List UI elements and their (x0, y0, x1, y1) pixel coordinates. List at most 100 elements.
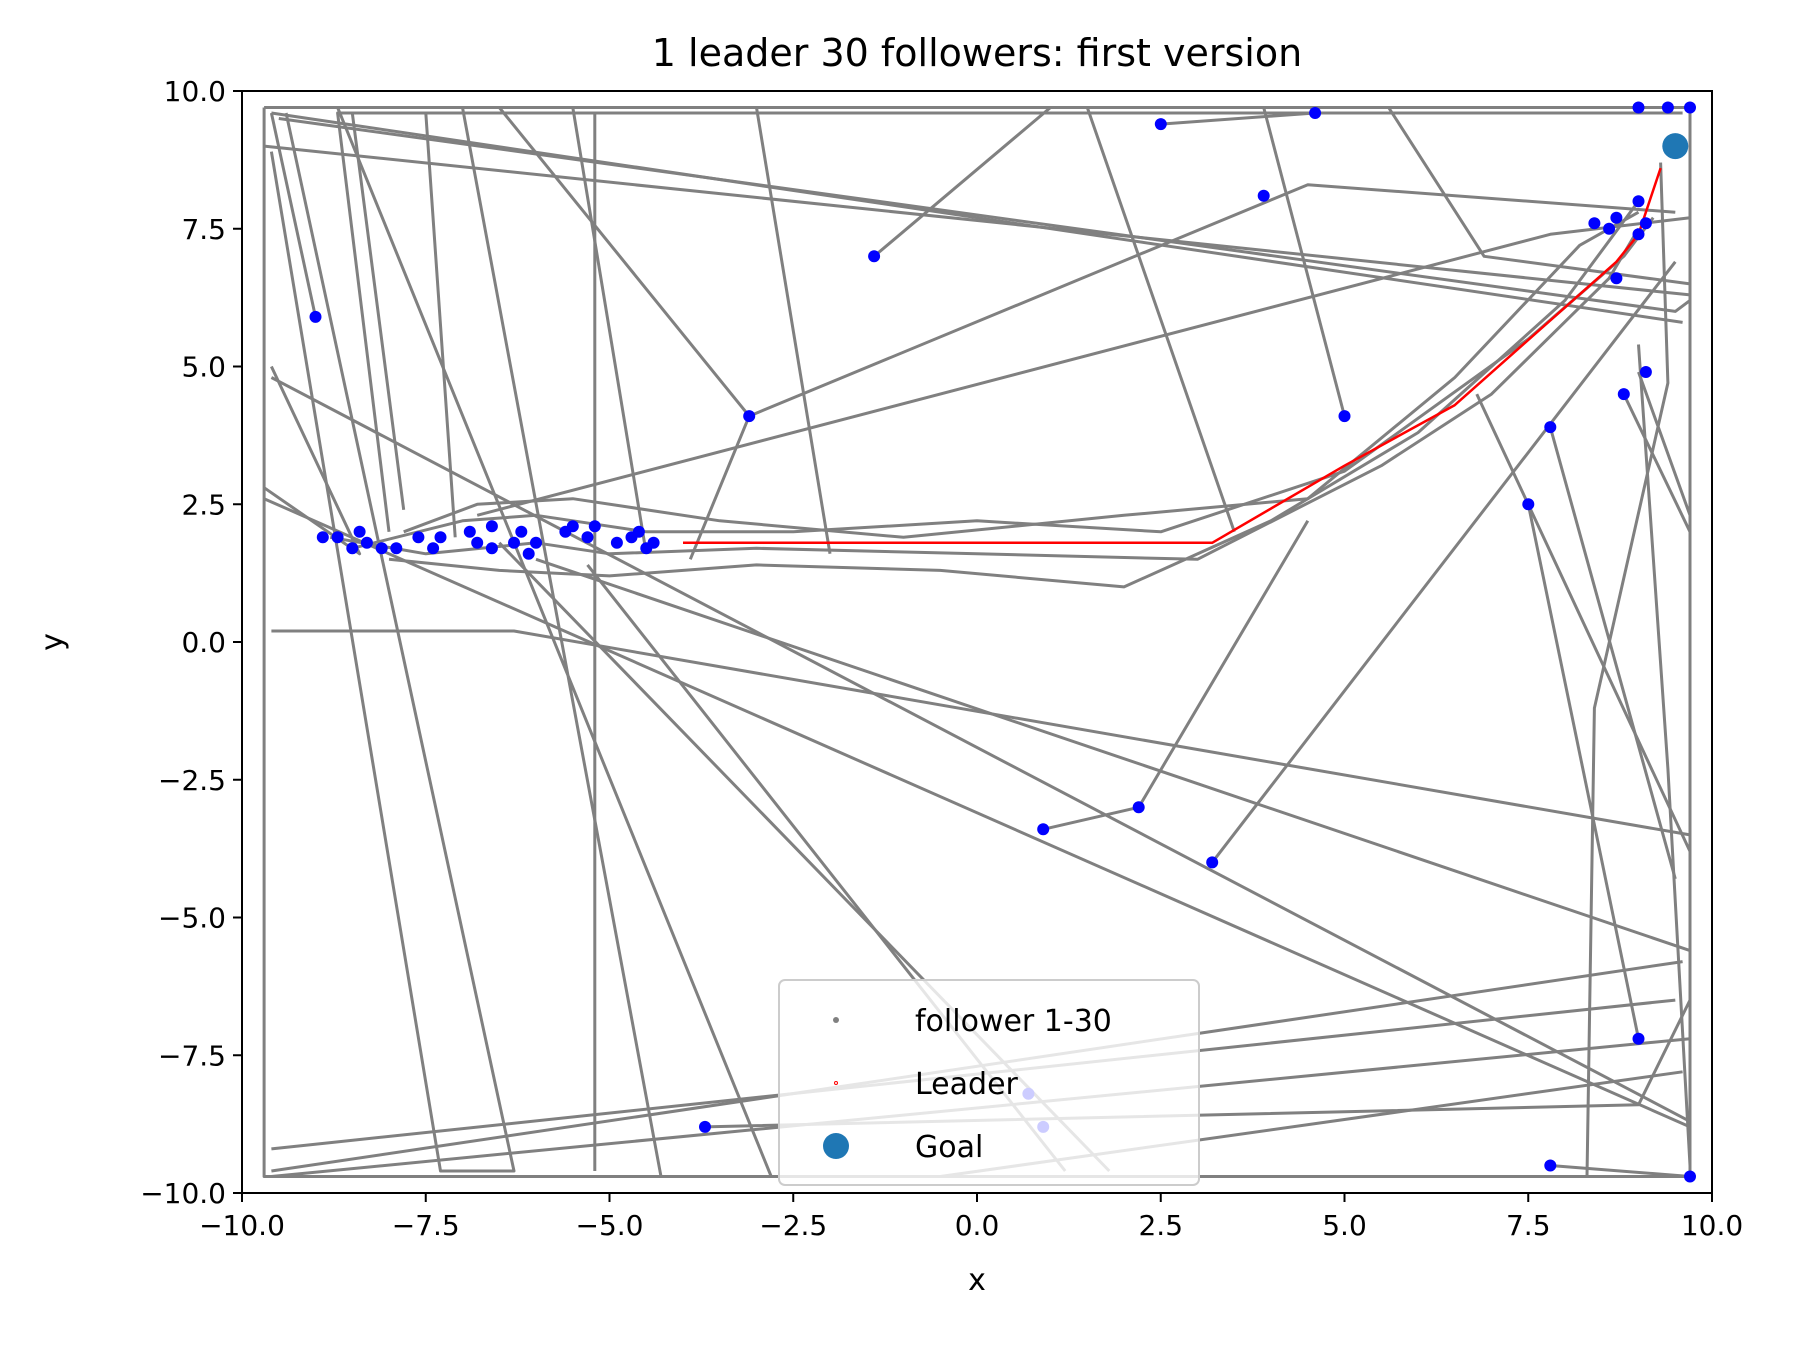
follower-position-13 (485, 542, 498, 555)
y-tick-label-6: 5.0 (181, 351, 226, 384)
follower-position-29 (743, 410, 756, 423)
follower-path-46 (403, 210, 1640, 539)
follower-path-38 (755, 107, 832, 555)
follower-position-17 (522, 547, 535, 560)
follower-path-14 (476, 216, 1691, 517)
follower-position-44 (1639, 217, 1652, 230)
follower-path-42 (1637, 344, 1692, 1166)
follower-position-10 (434, 531, 447, 544)
legend-marker-leader (834, 1081, 838, 1085)
legend-marker-goal (823, 1133, 849, 1159)
follower-position-1 (316, 531, 329, 544)
follower-path-39 (1085, 107, 1236, 533)
chart-title: 1 leader 30 followers: first version (652, 31, 1302, 75)
follower-position-8 (412, 531, 425, 544)
follower-path-5 (269, 112, 516, 1173)
legend: follower 1-30 Leader Goal (778, 979, 1200, 1186)
follower-position-12 (471, 536, 484, 549)
follower-position-48 (1684, 101, 1696, 114)
follower-positions (309, 101, 1696, 1183)
follower-position-47 (1661, 101, 1674, 114)
follower-position-40 (1610, 272, 1623, 285)
follower-path-10 (263, 497, 1691, 1129)
x-tick-label-1: −7.5 (392, 1209, 460, 1242)
y-tick-label-3: −2.5 (158, 764, 226, 797)
x-tick-label-2: −5.0 (576, 1209, 644, 1242)
follower-position-22 (588, 520, 601, 533)
follower-position-50 (1132, 801, 1145, 814)
y-tick-label-0: −10.0 (140, 1177, 226, 1210)
follower-position-33 (1309, 107, 1322, 119)
follower-position-4 (353, 525, 366, 538)
follower-path-8 (263, 365, 362, 556)
follower-position-30 (868, 250, 881, 263)
follower-path-3 (263, 144, 1691, 297)
legend-label-leader: Leader (915, 1067, 1019, 1102)
legend-marker-follower (833, 1017, 839, 1023)
follower-path-28 (1550, 1164, 1691, 1178)
goal-layer (1662, 133, 1689, 160)
follower-position-37 (1588, 217, 1601, 230)
x-tick-label-4: 0.0 (955, 1209, 1000, 1242)
follower-position-7 (390, 542, 403, 555)
follower-position-39 (1610, 211, 1623, 224)
follower-path-31 (873, 106, 1052, 258)
follower-path-35 (1262, 107, 1346, 417)
follower-position-21 (581, 531, 594, 544)
follower-position-32 (1257, 189, 1270, 202)
follower-position-16 (515, 525, 528, 538)
follower-path-36 (1387, 106, 1691, 286)
follower-position-20 (566, 520, 579, 533)
follower-position-57 (1684, 1170, 1696, 1183)
follower-path-26 (1622, 393, 1692, 533)
y-axis: −10.0 −7.5 −5.0 −2.5 0.0 2.5 5.0 7.5 10.0 (140, 75, 242, 1210)
y-tick-label-4: 0.0 (181, 626, 226, 659)
follower-position-35 (1522, 498, 1535, 511)
follower-path-33 (269, 112, 317, 318)
follower-position-2 (331, 531, 344, 544)
follower-position-18 (530, 536, 542, 549)
follower-path-2 (278, 117, 1691, 313)
follower-path-17 (688, 183, 1676, 560)
x-tick-label-7: 7.5 (1506, 1209, 1551, 1242)
follower-position-42 (1632, 228, 1645, 241)
follower-position-55 (1544, 1159, 1557, 1172)
follower-position-28 (309, 310, 322, 323)
x-axis-label: x (968, 1263, 986, 1298)
follower-position-51 (1206, 856, 1219, 869)
follower-position-6 (375, 542, 388, 555)
follower-path-45 (388, 200, 1640, 589)
follower-path-18 (271, 629, 1691, 837)
follower-path-43 (329, 228, 1640, 561)
follower-position-43 (1632, 195, 1645, 208)
follower-position-5 (360, 536, 373, 549)
follower-path-32 (1160, 111, 1316, 126)
follower-path-40 (1475, 393, 1692, 1177)
follower-path-6 (336, 106, 773, 1178)
y-tick-label-2: −5.0 (158, 902, 226, 935)
follower-position-54 (699, 1120, 711, 1133)
follower-position-25 (632, 525, 645, 538)
legend-label-goal: Goal (915, 1130, 983, 1165)
follower-position-11 (463, 525, 476, 538)
follower-position-23 (610, 536, 623, 549)
follower-position-9 (427, 542, 440, 555)
follower-position-49 (1037, 823, 1050, 836)
follower-path-37 (571, 107, 648, 555)
x-tick-label-8: 10.0 (1681, 1209, 1743, 1242)
follower-position-41 (1617, 388, 1630, 401)
x-tick-label-0: −10.0 (199, 1209, 285, 1242)
x-axis: −10.0 −7.5 −5.0 −2.5 0.0 2.5 5.0 7.5 10.0 (199, 1193, 1743, 1242)
follower-path-24 (1526, 503, 1640, 1040)
y-axis-label: y (35, 633, 70, 651)
follower-path-34 (498, 106, 751, 418)
y-tick-label-5: 2.5 (181, 488, 226, 521)
legend-label-follower: follower 1-30 (915, 1004, 1112, 1039)
follower-position-34 (1338, 410, 1351, 423)
legend-box (778, 979, 1200, 1186)
y-tick-label-7: 7.5 (181, 213, 226, 246)
follower-position-14 (485, 520, 498, 533)
follower-position-31 (1154, 118, 1167, 131)
follower-position-15 (508, 536, 520, 549)
